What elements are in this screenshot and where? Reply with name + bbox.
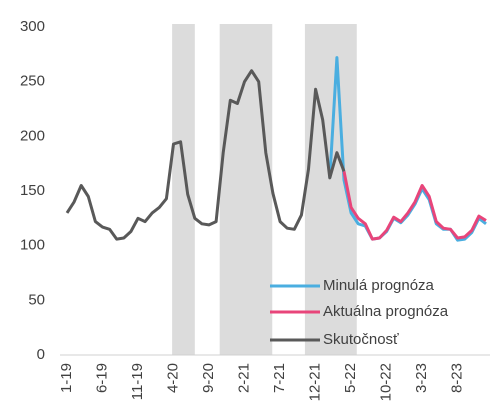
y-tick-label: 200 bbox=[20, 127, 45, 144]
series-line bbox=[65, 69, 346, 241]
series-line bbox=[342, 171, 487, 241]
x-tick-label: 6-19 bbox=[93, 363, 110, 393]
x-tick-label: 10-22 bbox=[378, 363, 395, 401]
shaded-span bbox=[219, 24, 273, 355]
x-tick-label: 11-19 bbox=[129, 363, 146, 400]
y-tick-label: 100 bbox=[20, 237, 45, 254]
legend-label: Skutočnosť bbox=[323, 331, 399, 348]
x-tick-label: 7-21 bbox=[271, 363, 288, 393]
x-tick-label: 3-23 bbox=[413, 363, 430, 393]
y-tick-label: 50 bbox=[28, 291, 45, 308]
x-tick-label: 2-21 bbox=[236, 363, 253, 393]
x-tick-label: 8-23 bbox=[449, 363, 466, 393]
x-tick-label: 5-22 bbox=[342, 363, 359, 393]
x-tick-label: 12-21 bbox=[307, 363, 324, 401]
y-tick-label: 250 bbox=[20, 73, 45, 90]
y-tick-label: 300 bbox=[20, 18, 45, 35]
y-tick-label: 0 bbox=[37, 346, 45, 363]
x-tick-label: 9-20 bbox=[200, 363, 217, 393]
shaded-span bbox=[172, 24, 195, 355]
legend-label: Aktuálna prognóza bbox=[323, 303, 449, 320]
y-tick-label: 150 bbox=[20, 182, 45, 199]
x-tick-label: 4-20 bbox=[164, 363, 181, 393]
legend-label: Minulá prognóza bbox=[323, 277, 435, 294]
x-tick-label: 1-19 bbox=[58, 363, 75, 393]
